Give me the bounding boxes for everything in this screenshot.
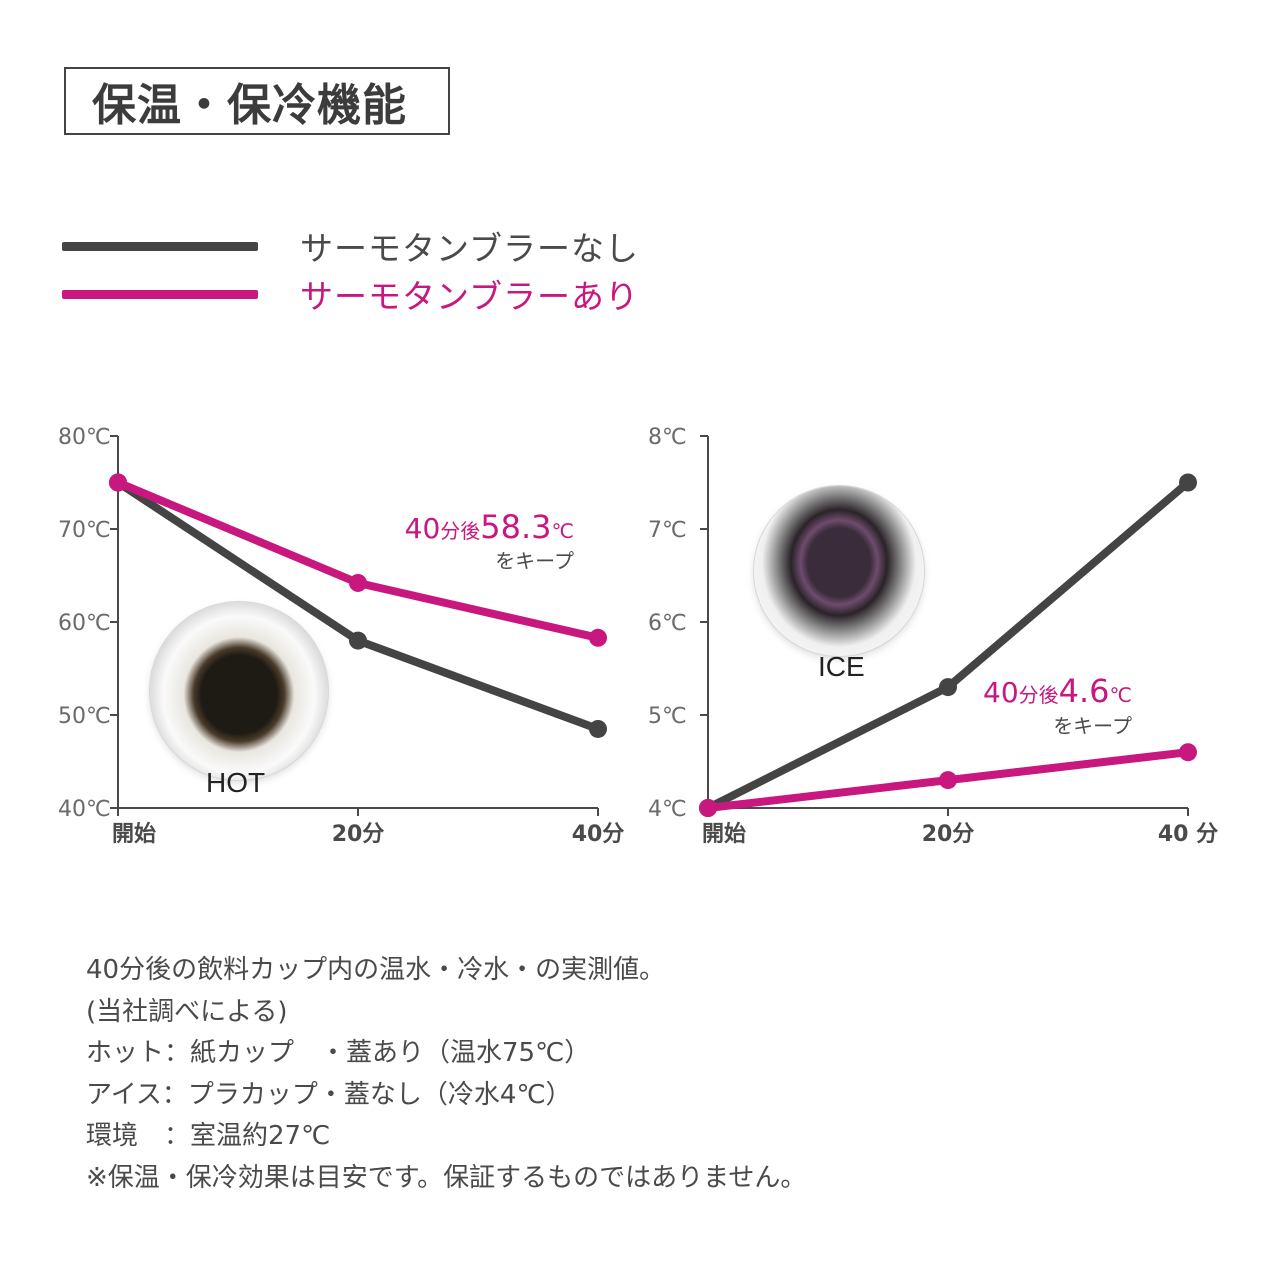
y-tick-label: 4℃	[648, 797, 687, 822]
hot-coffee-photo	[150, 602, 328, 780]
keep-annotation: 40分後58.3℃	[405, 508, 574, 546]
iced-coffee-photo	[754, 486, 924, 656]
data-point-with	[1179, 743, 1197, 762]
y-tick-label: 50℃	[58, 704, 111, 729]
data-point-without	[589, 719, 607, 738]
data-point-without	[939, 678, 957, 697]
notes-block: 40分後の飲料カップ内の温水・冷水・の実測値。 (当社調べによる) ホット：紙カ…	[86, 950, 806, 1199]
data-point-with	[589, 628, 607, 647]
legend-label-with: サーモタンブラーあり	[300, 277, 640, 316]
note-line: 環境 ：室温約27℃	[86, 1121, 331, 1151]
data-point-without	[1179, 473, 1197, 492]
y-tick-label: 80℃	[58, 425, 111, 450]
note-line: (当社調べによる)	[86, 996, 288, 1027]
data-point-without	[349, 631, 367, 650]
legend-item-with: サーモタンブラーあり	[62, 270, 639, 318]
x-tick-label: 40 分	[1158, 822, 1218, 847]
note-line: アイス：プラカップ・蓋なし（冷水4℃）	[86, 1079, 572, 1110]
keep-annotation-sub: をキープ	[495, 549, 574, 573]
hot-photo-label: HOT	[206, 767, 266, 798]
y-tick-label: 40℃	[58, 797, 111, 822]
legend-label-without: サーモタンブラーなし	[300, 229, 640, 268]
data-point-with	[349, 573, 367, 592]
data-point-with	[699, 799, 717, 817]
x-tick-label: 20分	[332, 822, 385, 847]
keep-annotation: 40分後4.6℃	[983, 672, 1132, 710]
note-line: 40分後の飲料カップ内の温水・冷水・の実測値。	[86, 955, 666, 985]
y-tick-label: 7℃	[648, 518, 687, 543]
data-point-with	[109, 473, 127, 492]
legend-swatch-with	[62, 289, 258, 299]
note-line: ホット：紙カップ ・蓋あり（温水75℃）	[86, 1038, 591, 1068]
y-tick-label: 60℃	[58, 611, 111, 636]
x-tick-label: 40分	[572, 822, 625, 847]
data-point-with	[939, 771, 957, 790]
x-tick-label: 開始	[702, 821, 746, 847]
y-tick-label: 70℃	[58, 518, 111, 543]
legend-swatch-without	[62, 241, 258, 251]
page-title: 保温・保冷機能	[64, 67, 450, 135]
y-tick-label: 8℃	[648, 425, 687, 450]
legend: サーモタンブラーなし サーモタンブラーあり	[62, 222, 639, 318]
x-tick-label: 開始	[112, 821, 156, 847]
ice-photo-label: ICE	[818, 651, 865, 682]
y-tick-label: 6℃	[648, 611, 687, 636]
keep-annotation-sub: をキープ	[1053, 714, 1132, 738]
y-tick-label: 5℃	[648, 704, 687, 729]
note-line: ※保温・保冷効果は目安です。保証するものではありません。	[86, 1162, 807, 1193]
x-tick-label: 20分	[922, 822, 975, 847]
legend-item-without: サーモタンブラーなし	[62, 222, 639, 270]
